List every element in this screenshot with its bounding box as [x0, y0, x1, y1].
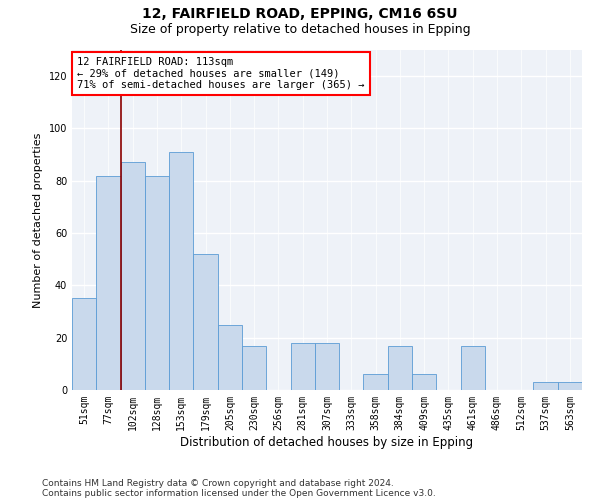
Bar: [461, 346, 485, 390]
Bar: [121, 162, 145, 390]
Bar: [242, 346, 266, 390]
Bar: [218, 324, 242, 390]
Bar: [412, 374, 436, 390]
Text: 12 FAIRFIELD ROAD: 113sqm
← 29% of detached houses are smaller (149)
71% of semi: 12 FAIRFIELD ROAD: 113sqm ← 29% of detac…: [77, 57, 365, 90]
Bar: [290, 343, 315, 390]
Text: Size of property relative to detached houses in Epping: Size of property relative to detached ho…: [130, 22, 470, 36]
Y-axis label: Number of detached properties: Number of detached properties: [33, 132, 43, 308]
Bar: [315, 343, 339, 390]
Bar: [364, 374, 388, 390]
Bar: [96, 176, 121, 390]
Bar: [169, 152, 193, 390]
Bar: [145, 176, 169, 390]
Bar: [193, 254, 218, 390]
Bar: [388, 346, 412, 390]
X-axis label: Distribution of detached houses by size in Epping: Distribution of detached houses by size …: [181, 436, 473, 448]
Bar: [533, 382, 558, 390]
Text: 12, FAIRFIELD ROAD, EPPING, CM16 6SU: 12, FAIRFIELD ROAD, EPPING, CM16 6SU: [142, 8, 458, 22]
Text: Contains HM Land Registry data © Crown copyright and database right 2024.: Contains HM Land Registry data © Crown c…: [42, 478, 394, 488]
Bar: [72, 298, 96, 390]
Bar: [558, 382, 582, 390]
Text: Contains public sector information licensed under the Open Government Licence v3: Contains public sector information licen…: [42, 488, 436, 498]
